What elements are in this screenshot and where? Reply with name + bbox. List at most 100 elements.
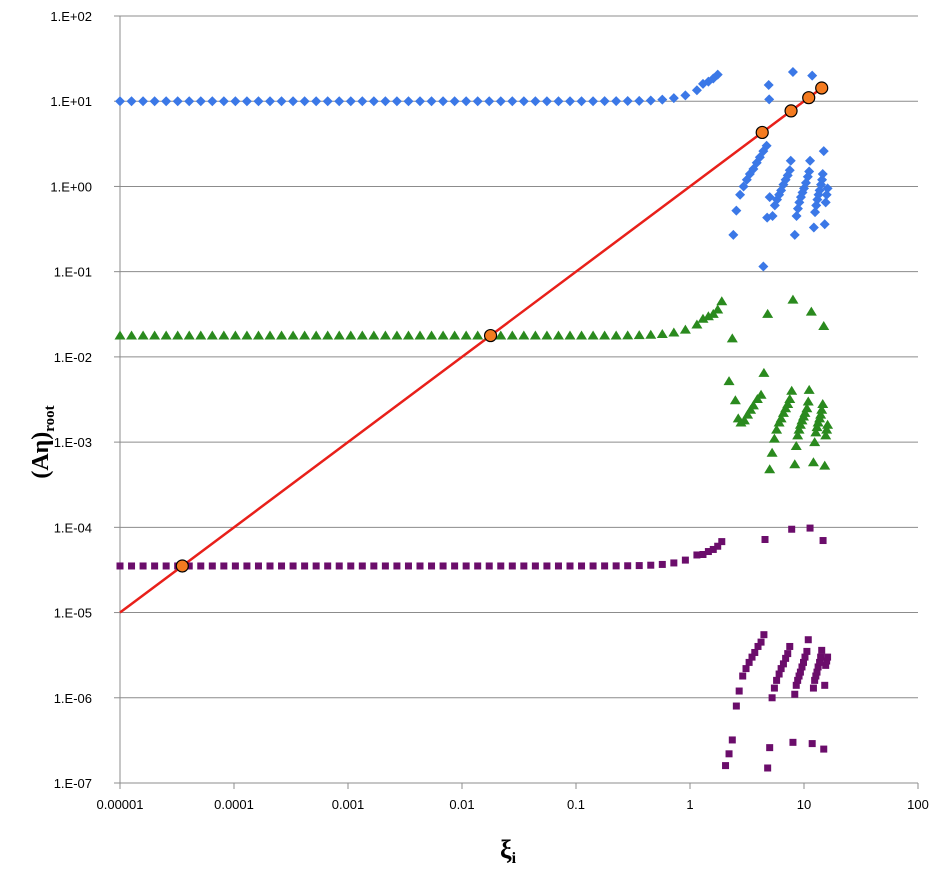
x-tick-label: 0.1 [567,797,585,812]
data-point [553,96,564,107]
data-point [587,330,599,340]
data-point [816,404,828,414]
data-point [815,409,827,419]
y-tick-label: 1.E+02 [50,9,92,24]
data-point [288,96,299,107]
data-point [818,321,830,331]
data-point [709,545,717,553]
data-point [714,542,722,550]
data-point [806,524,814,532]
data-point [370,562,378,570]
fit-line-segment [119,87,822,614]
data-point [816,658,824,666]
intersection-point [815,81,829,95]
data-point [761,140,772,151]
data-point [735,189,746,200]
data-point [439,562,447,570]
data-point [681,556,689,564]
data-point [691,319,703,329]
data-point [520,562,528,570]
data-point [128,562,136,570]
data-point [807,70,818,81]
data-point [729,395,741,405]
data-point [610,330,622,340]
data-point [566,562,574,570]
data-point [438,96,449,107]
data-point [149,96,160,107]
data-point [266,562,274,570]
data-point [380,96,391,107]
data-point [172,96,183,107]
data-point [791,690,799,698]
data-point [788,525,796,533]
data-point [126,330,138,340]
data-point [299,330,311,340]
data-point [634,95,645,106]
data-point [722,762,730,770]
data-point [416,562,424,570]
data-point [702,311,714,321]
data-point [368,330,380,340]
data-point [552,330,564,340]
y-axis-title: (Aη)root [28,405,58,478]
data-point [820,197,831,208]
data-point [379,330,391,340]
series-triangle [114,294,834,474]
data-point [264,330,276,340]
data-point [301,562,309,570]
data-point [645,329,657,339]
data-point [793,424,805,434]
data-point [622,96,633,107]
data-point [807,457,819,467]
data-point [798,663,806,671]
y-tick-label: 1.E-07 [54,776,92,791]
data-point [819,460,831,470]
data-point [554,562,562,570]
data-point [645,95,656,106]
data-point [658,560,666,568]
data-point [784,394,796,404]
data-point [819,537,827,545]
data-point [789,229,800,240]
data-point [822,183,833,194]
data-point [218,96,229,107]
data-point [775,670,783,678]
data-point [543,562,551,570]
data-point [391,96,402,107]
data-point [322,96,333,107]
data-point [578,562,586,570]
data-point [818,146,829,157]
data-point [541,96,552,107]
data-point [732,702,740,710]
data-point [803,384,815,394]
data-point [801,653,809,661]
x-tick-label: 10 [797,797,811,812]
data-point [311,96,322,107]
data-point [220,562,228,570]
data-point [808,740,816,748]
data-point [757,638,765,646]
data-point [576,96,587,107]
intersection-point [483,328,498,343]
data-point [670,559,678,567]
gridlines [120,15,918,784]
data-point [782,399,794,409]
data-point [726,333,738,343]
data-point [804,166,815,177]
data-point [764,94,775,105]
data-point [195,96,206,107]
data-point [824,653,832,661]
intersection-points [175,81,829,573]
data-point [230,96,241,107]
data-point [287,330,299,340]
data-point [777,407,789,417]
data-point [771,424,783,434]
data-point [241,96,252,107]
data-point [426,96,437,107]
data-point [647,561,655,569]
data-point [208,562,216,570]
data-point [656,329,668,339]
data-point [449,330,461,340]
data-point [760,631,768,639]
intersection-point [784,104,798,118]
